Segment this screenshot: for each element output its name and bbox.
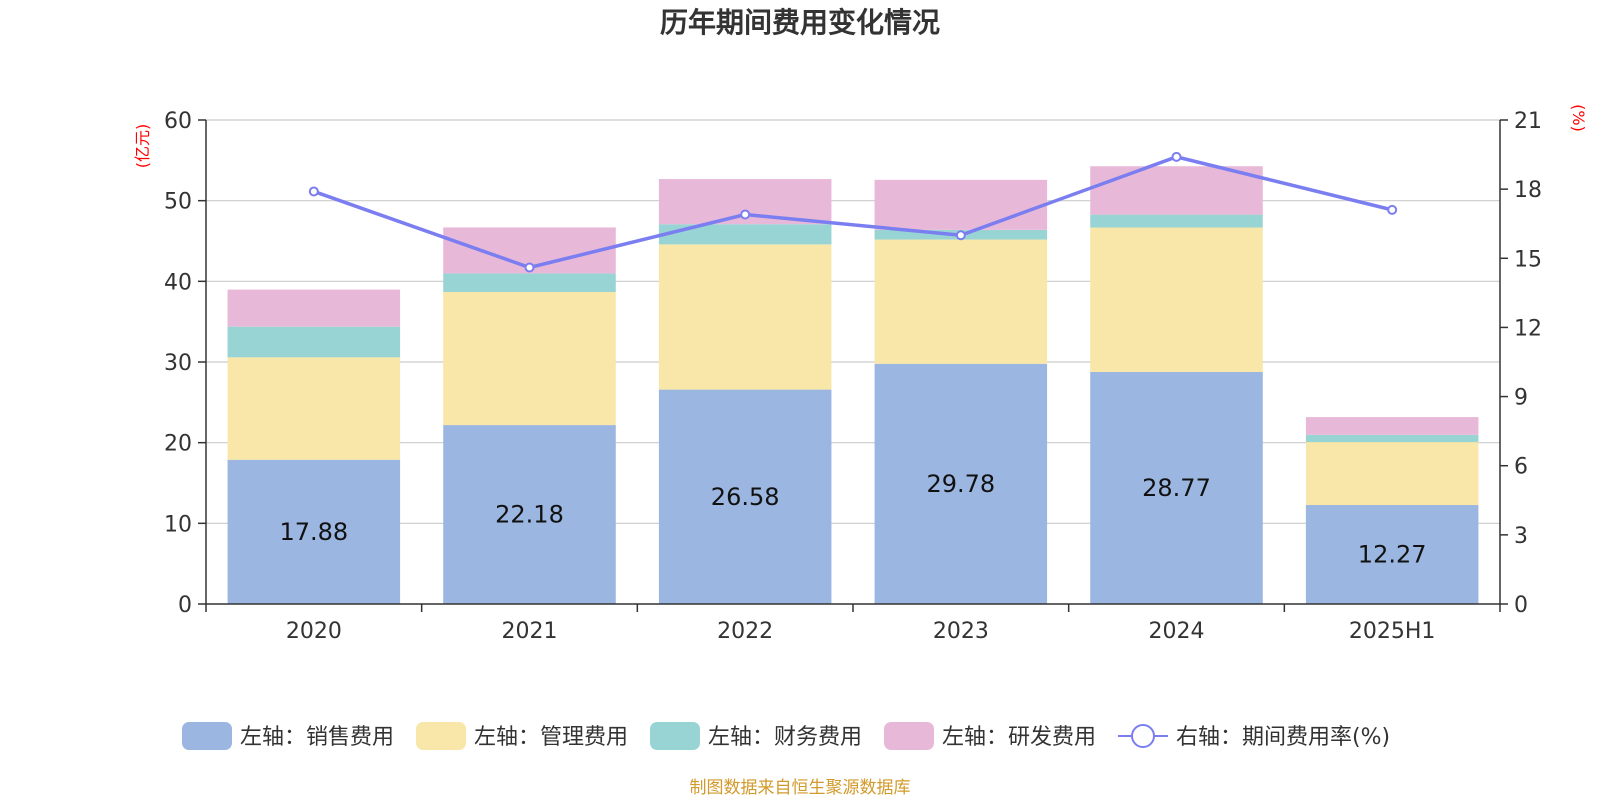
source-note: 制图数据来自恒生聚源数据库: [690, 778, 911, 798]
left-axis-tick-label: 30: [164, 351, 192, 376]
bar-segment: [1305, 434, 1479, 443]
bar-value-label: 26.58: [711, 483, 780, 511]
line-point: [524, 262, 535, 273]
bar-segment: [1305, 417, 1479, 435]
right-axis-tick-label: 21: [1514, 109, 1542, 134]
grid-lines: [206, 119, 1500, 524]
bar-segment: [227, 326, 401, 358]
bar-segment: [658, 224, 832, 245]
bar-segment: [1090, 166, 1263, 215]
left-axis-tick-label: 50: [164, 190, 192, 215]
right-axis-tick-label: 12: [1514, 316, 1542, 341]
legend-label: 左轴：研发费用: [942, 725, 1096, 750]
x-axis-tick-label: 2025H1: [1349, 619, 1436, 644]
x-axis-tick-label: 2020: [286, 619, 342, 644]
x-axis-tick-label: 2021: [502, 619, 558, 644]
bar-segment: [227, 289, 401, 327]
bar-value-label: 22.18: [495, 501, 564, 529]
legend-swatch: [416, 722, 466, 750]
bar-segment: [658, 244, 832, 390]
bar-stacks: 17.88 22.18 26.58 29.78 28.77 12.27: [227, 166, 1479, 604]
bar-value-label: 28.77: [1142, 474, 1211, 502]
legend-label: 左轴：销售费用: [240, 725, 394, 750]
right-axis-tick-label: 0: [1514, 593, 1528, 618]
legend-label: 左轴：管理费用: [474, 725, 628, 750]
line-point: [1387, 204, 1398, 215]
left-axis-tick-label: 0: [178, 593, 192, 618]
bar-value-label: 12.27: [1358, 541, 1427, 569]
right-axis-tick-label: 6: [1514, 455, 1528, 480]
line-series: [308, 151, 1398, 273]
line-point: [740, 209, 751, 220]
bar-segment: [1090, 227, 1263, 372]
bar-segment: [1090, 214, 1263, 228]
line-point: [955, 230, 966, 241]
left-axis-tick-label: 20: [164, 432, 192, 457]
bar-value-label: 29.78: [926, 470, 995, 498]
right-axis-unit: (%): [1569, 104, 1588, 132]
legend-swatch: [884, 722, 934, 750]
bar-segment: [874, 179, 1048, 230]
bar-segment: [443, 425, 616, 604]
left-axis-unit: (亿元): [133, 124, 152, 169]
legend-label: 左轴：财务费用: [708, 725, 862, 750]
bar-segment: [227, 459, 401, 604]
line-series-path: [313, 155, 1393, 270]
left-axis-tick-label: 40: [164, 270, 192, 295]
right-axis-tick-label: 3: [1514, 524, 1528, 549]
bar-value-label: 17.88: [279, 518, 348, 546]
x-axis-tick-label: 2023: [933, 619, 989, 644]
line-point: [308, 186, 319, 197]
legend-marker: [1131, 724, 1155, 748]
bar-segment: [227, 357, 401, 460]
chart-title: 历年期间费用变化情况: [660, 6, 940, 39]
bar-segment: [443, 291, 616, 426]
bar-segment: [874, 239, 1048, 364]
axes: 0 10 20 30 40 50 60 0 3 6 9 12 15 18 21 2020 2021 2022 202…: [164, 109, 1542, 644]
legend-swatch: [650, 722, 700, 750]
bar-segment: [1305, 442, 1479, 506]
bar-segment: [874, 363, 1048, 604]
legend-swatch: [182, 722, 232, 750]
bar-segment: [443, 273, 616, 292]
legend-label: 右轴：期间费用率(%): [1176, 725, 1390, 750]
right-axis-tick-label: 9: [1514, 386, 1528, 411]
bar-segment: [658, 389, 832, 604]
bar-segment: [1305, 505, 1479, 604]
line-point: [1171, 151, 1182, 162]
right-axis-tick-label: 18: [1514, 178, 1542, 203]
left-axis-tick-label: 10: [164, 512, 192, 537]
left-axis-tick-label: 60: [164, 109, 192, 134]
right-axis-tick-label: 15: [1514, 247, 1542, 272]
legend: 左轴：销售费用 左轴：管理费用 左轴：财务费用 左轴：研发费用 右轴：期间费用率(%): [182, 722, 1390, 750]
x-axis-tick-label: 2022: [717, 619, 773, 644]
x-axis-tick-label: 2024: [1149, 619, 1205, 644]
bar-segment: [1090, 371, 1263, 604]
